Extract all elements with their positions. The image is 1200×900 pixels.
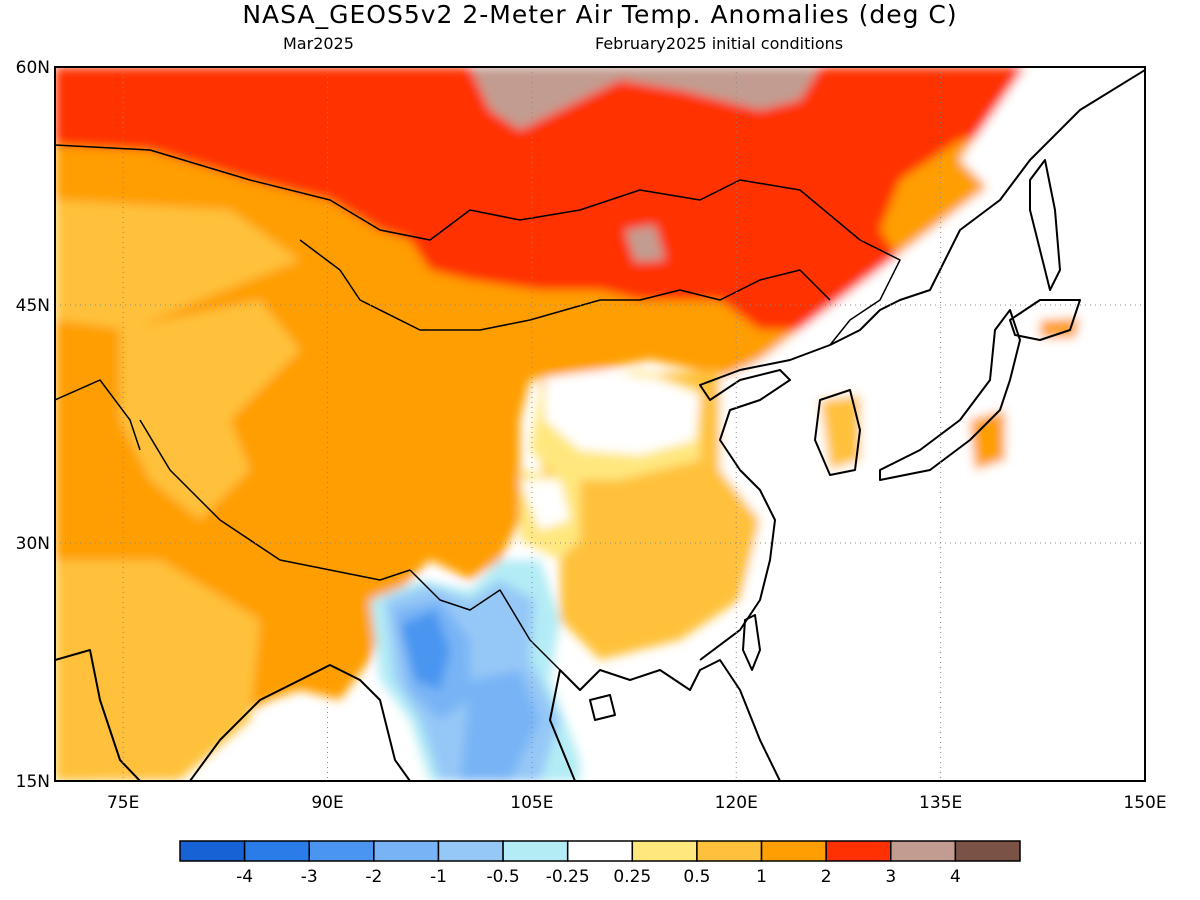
lat-label: 45N xyxy=(16,296,50,316)
lat-label: 30N xyxy=(16,534,50,554)
longitude-labels: 75E 90E 105E 120E 135E 150E xyxy=(107,793,1167,813)
anomaly-0.5to1-india xyxy=(55,560,260,781)
lon-label: 120E xyxy=(715,793,758,813)
lon-label: 90E xyxy=(311,793,343,813)
latitude-labels: 60N 45N 30N 15N xyxy=(16,58,50,792)
anomaly-neg1-indochina xyxy=(460,670,540,781)
colorbar-swatch xyxy=(954,840,1021,862)
colorbar-label: 0.5 xyxy=(683,867,710,887)
colorbar-swatch xyxy=(308,840,375,862)
myanmar-china-border xyxy=(409,569,561,671)
lon-label: 75E xyxy=(107,793,139,813)
coastlines xyxy=(55,69,1145,781)
country-borders xyxy=(55,144,901,671)
anomaly-korea xyxy=(820,395,860,470)
anomaly-neg2-region xyxy=(400,610,450,690)
anomaly-field xyxy=(55,67,1145,781)
russia-border xyxy=(55,144,901,346)
anomaly-3to4-north xyxy=(470,67,820,130)
colorbar-swatch xyxy=(437,840,504,862)
colorbar-swatch xyxy=(179,840,246,862)
colorbar-label: 0.25 xyxy=(613,867,651,887)
colorbar-label: 4 xyxy=(950,867,961,887)
colorbar-label: 1 xyxy=(756,867,767,887)
lat-label: 15N xyxy=(16,772,50,792)
colorbar-labels: -4 -3 -2 -1 -0.5 -0.25 0.25 0.5 1 2 3 4 xyxy=(236,867,961,887)
neutral-sichuan xyxy=(520,480,570,530)
colorbar-label: 2 xyxy=(821,867,832,887)
colorbar-swatch xyxy=(631,840,698,862)
map-title: NASA_GEOS5v2 2-Meter Air Temp. Anomalies… xyxy=(242,0,958,29)
valid-period: Mar2025 xyxy=(283,34,354,53)
hokkaido-coast xyxy=(1009,299,1081,341)
colorbar-swatch xyxy=(825,840,892,862)
lat-label: 60N xyxy=(16,58,50,78)
sakhalin-coast xyxy=(1029,159,1061,291)
bay-of-bengal-coast xyxy=(189,664,411,781)
korea-coast xyxy=(814,389,861,476)
east-asia-coast xyxy=(699,69,1145,661)
honshu-coast xyxy=(879,309,1021,481)
lon-label: 105E xyxy=(510,793,553,813)
colorbar-label: 3 xyxy=(885,867,896,887)
lon-label: 135E xyxy=(919,793,962,813)
colorbar-swatch xyxy=(760,840,827,862)
kyrgyz-border xyxy=(55,379,141,451)
colorbar-label: -2 xyxy=(365,867,382,887)
colorbar xyxy=(179,840,1021,862)
anomaly-2to3-siberia xyxy=(55,67,1025,330)
mongolia-china-border xyxy=(299,239,831,331)
init-conditions: February2025 initial conditions xyxy=(595,34,844,53)
colorbar-swatch xyxy=(373,840,440,862)
colorbar-swatch xyxy=(502,840,569,862)
neutral-okhotsk xyxy=(960,67,1145,200)
colorbar-label: -1 xyxy=(430,867,447,887)
himalaya-border xyxy=(139,419,411,581)
taiwan-coast xyxy=(742,614,761,671)
colorbar-label: -0.25 xyxy=(546,867,590,887)
neutral-ocean xyxy=(600,67,1145,781)
anomaly-3to4-mongolia xyxy=(625,225,665,262)
neutral-northchina xyxy=(545,372,700,455)
anomaly-hokkaido xyxy=(1040,318,1080,338)
lon-label: 150E xyxy=(1123,793,1166,813)
india-west-coast xyxy=(55,649,141,781)
colorbar-label: -4 xyxy=(236,867,253,887)
colorbar-swatch xyxy=(890,840,957,862)
anomaly-0.5to1-west xyxy=(55,200,300,330)
hainan-coast xyxy=(589,694,616,721)
colorbar-label: -0.5 xyxy=(486,867,519,887)
map-frame xyxy=(54,66,1146,782)
anomaly-japan xyxy=(970,410,1005,470)
colorbar-swatch xyxy=(566,840,634,862)
colorbar-swatch xyxy=(696,840,763,862)
colorbar-label: -3 xyxy=(301,867,318,887)
gridlines xyxy=(55,67,1145,781)
colorbar-swatch xyxy=(243,840,310,862)
anomaly-0.5to1-tarim xyxy=(120,300,300,520)
